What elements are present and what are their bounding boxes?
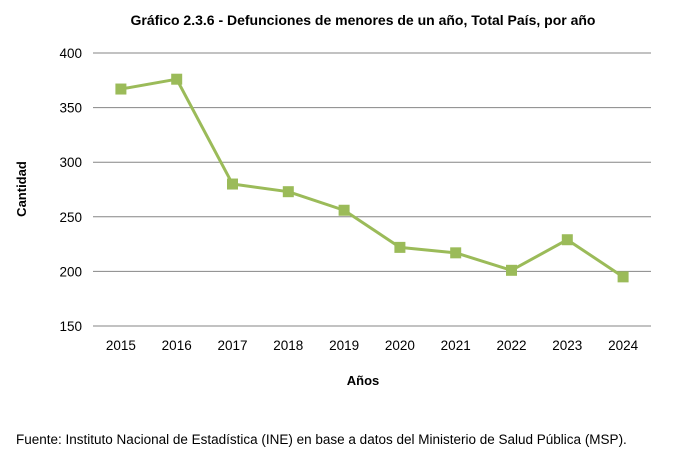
data-point-marker [450,247,462,259]
chart-title: Gráfico 2.3.6 - Defunciones de menores d… [131,12,596,28]
x-tick-label: 2015 [106,338,136,353]
data-point-marker [338,204,350,216]
x-tick-label: 2020 [385,338,415,353]
x-tick-label: 2018 [273,338,303,353]
x-tick-label: 2019 [329,338,359,353]
data-point-marker [394,241,406,253]
data-point-marker [561,234,573,246]
data-point-marker [617,271,629,283]
x-axis-title: Años [347,373,380,388]
y-tick-label: 300 [59,155,82,170]
data-point-marker [171,73,183,85]
x-tick-label: 2021 [441,338,471,353]
series-line [120,77,624,279]
y-tick-label: 400 [59,46,82,61]
data-point-marker [282,186,294,198]
x-tick-label: 2017 [217,338,247,353]
x-tick-label: 2016 [162,338,192,353]
source-note: Fuente: Instituto Nacional de Estadístic… [16,432,627,447]
data-point-marker [227,178,238,190]
y-tick-label: 350 [59,101,82,116]
y-axis-ticks: 150 200 250 300 350 400 [59,46,82,334]
x-tick-label: 2024 [608,338,639,353]
x-tick-label: 2023 [552,338,582,353]
y-axis-title: Cantidad [14,161,29,217]
y-tick-label: 250 [59,210,82,225]
x-axis-ticks: 2015 2016 2017 2018 2019 2020 2021 2022 2023 2024 [106,338,639,353]
y-tick-label: 150 [59,319,82,334]
series-markers [115,73,629,283]
series-line-path [120,77,624,279]
gridlines [93,52,651,327]
x-tick-label: 2022 [496,338,526,353]
data-point-marker [115,83,127,95]
data-point-marker [506,264,517,276]
y-tick-label: 200 [59,264,82,279]
